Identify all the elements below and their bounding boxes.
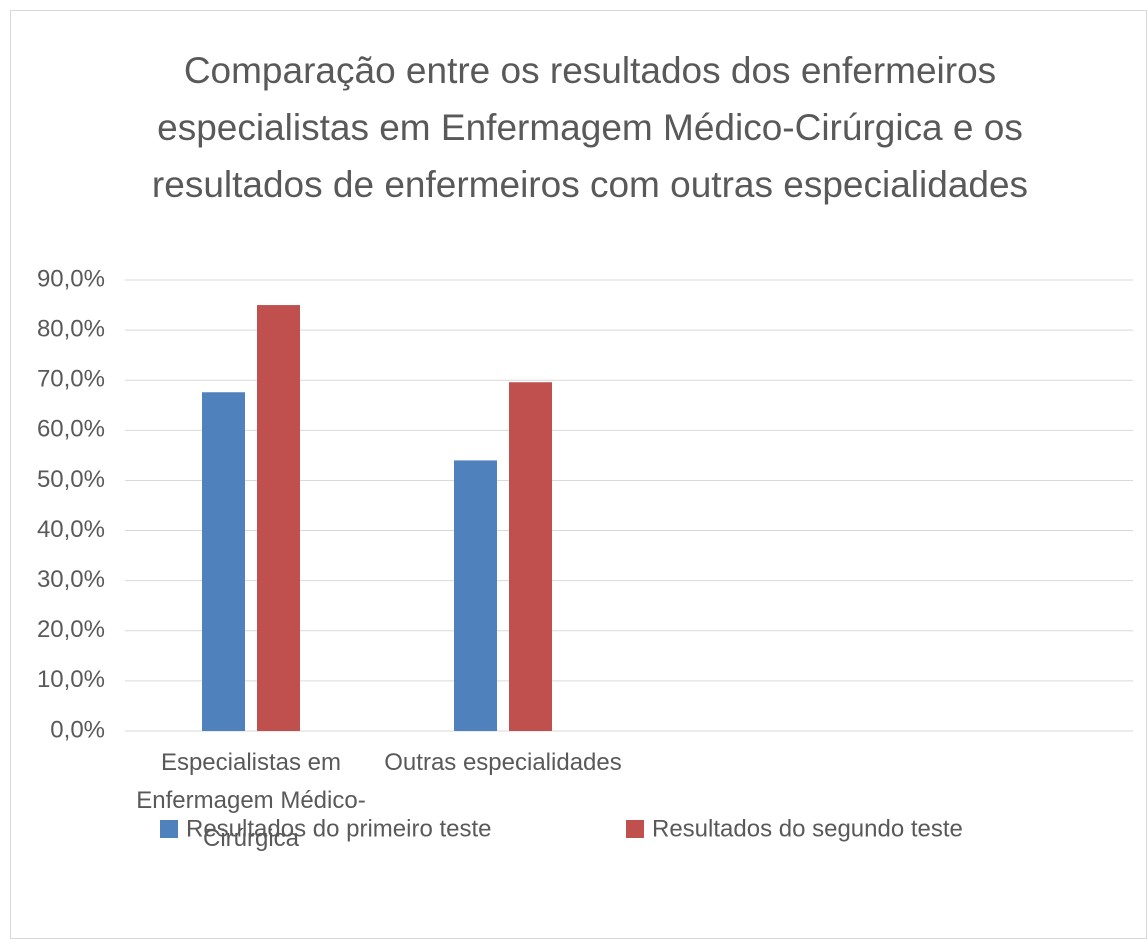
bar [509,382,552,731]
legend-swatch [626,820,644,838]
y-tick-label: 80,0% [37,315,105,342]
chart-title: Comparação entre os resultados dos enfer… [151,50,1029,205]
x-tick-label: Especialistas em Enfermagem Médico-Cirúr… [136,749,366,852]
y-tick-label: 70,0% [37,366,105,393]
y-tick-label: 40,0% [37,516,105,543]
bar [257,305,300,731]
bar [454,460,497,731]
y-tick-label: 30,0% [37,566,105,593]
legend-label: Resultados do segundo teste [652,815,963,842]
y-tick-label: 60,0% [37,416,105,443]
y-tick-label: 0,0% [50,716,105,743]
legend-label: Resultados do primeiro teste [186,815,491,842]
y-tick-label: 50,0% [37,466,105,493]
y-tick-label: 10,0% [37,666,105,693]
legend-swatch [160,820,178,838]
x-tick-label: Outras especialidades [384,749,622,776]
chart-border [10,10,1147,939]
y-tick-label: 20,0% [37,616,105,643]
y-tick-label: 90,0% [37,265,105,292]
bar [202,392,245,731]
